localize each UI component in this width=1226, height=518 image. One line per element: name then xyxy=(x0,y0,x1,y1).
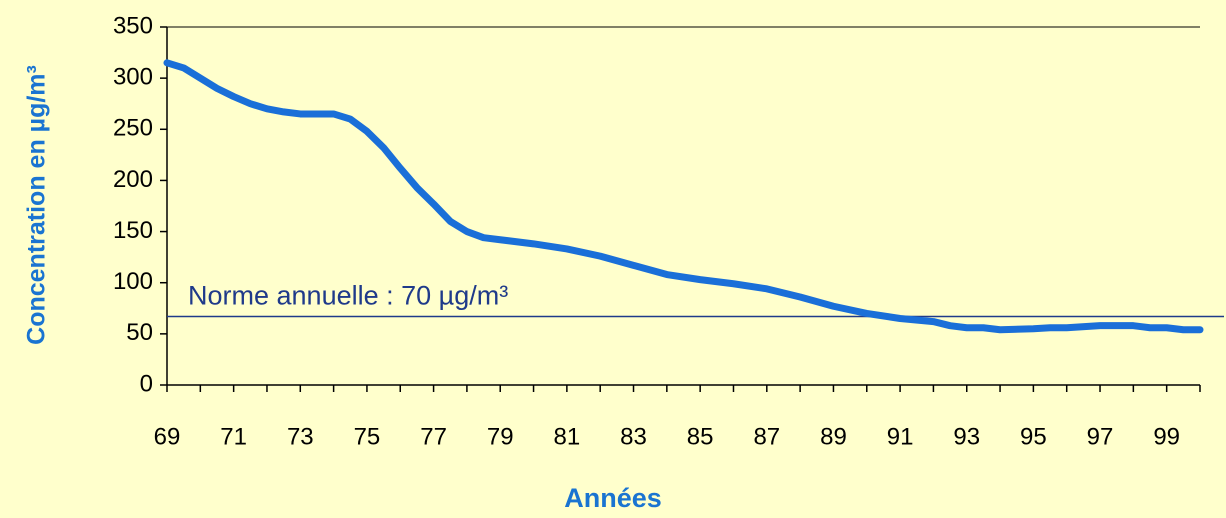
x-tick-label: 69 xyxy=(154,423,181,450)
y-tick-label: 0 xyxy=(140,370,153,397)
x-tick-label: 89 xyxy=(820,423,847,450)
y-axis-title: Concentration en µg/m³ xyxy=(23,65,51,345)
y-tick-label: 350 xyxy=(113,12,153,39)
x-axis-title: Années xyxy=(564,483,662,513)
y-tick-label: 200 xyxy=(113,166,153,193)
y-tick-label: 50 xyxy=(126,319,153,346)
y-tick-label: 100 xyxy=(113,268,153,295)
x-tick-label: 71 xyxy=(220,423,247,450)
x-tick-label: 73 xyxy=(287,423,314,450)
x-tick-label: 95 xyxy=(1020,423,1047,450)
x-tick-label: 81 xyxy=(554,423,581,450)
x-tick-label: 93 xyxy=(953,423,980,450)
x-tick-label: 83 xyxy=(620,423,647,450)
reference-label: Norme annuelle : 70 µg/m³ xyxy=(188,281,508,311)
x-tick-label: 99 xyxy=(1153,423,1180,450)
y-tick-label: 300 xyxy=(113,63,153,90)
x-tick-label: 75 xyxy=(354,423,381,450)
data-line xyxy=(163,59,1204,334)
x-tick-label: 77 xyxy=(420,423,447,450)
x-tick-label: 79 xyxy=(487,423,514,450)
x-tick-label: 87 xyxy=(753,423,780,450)
x-tick-label: 85 xyxy=(687,423,714,450)
y-tick-label: 250 xyxy=(113,115,153,142)
x-tick-label: 91 xyxy=(887,423,914,450)
x-tick-label: 97 xyxy=(1087,423,1114,450)
y-tick-label: 150 xyxy=(113,217,153,244)
